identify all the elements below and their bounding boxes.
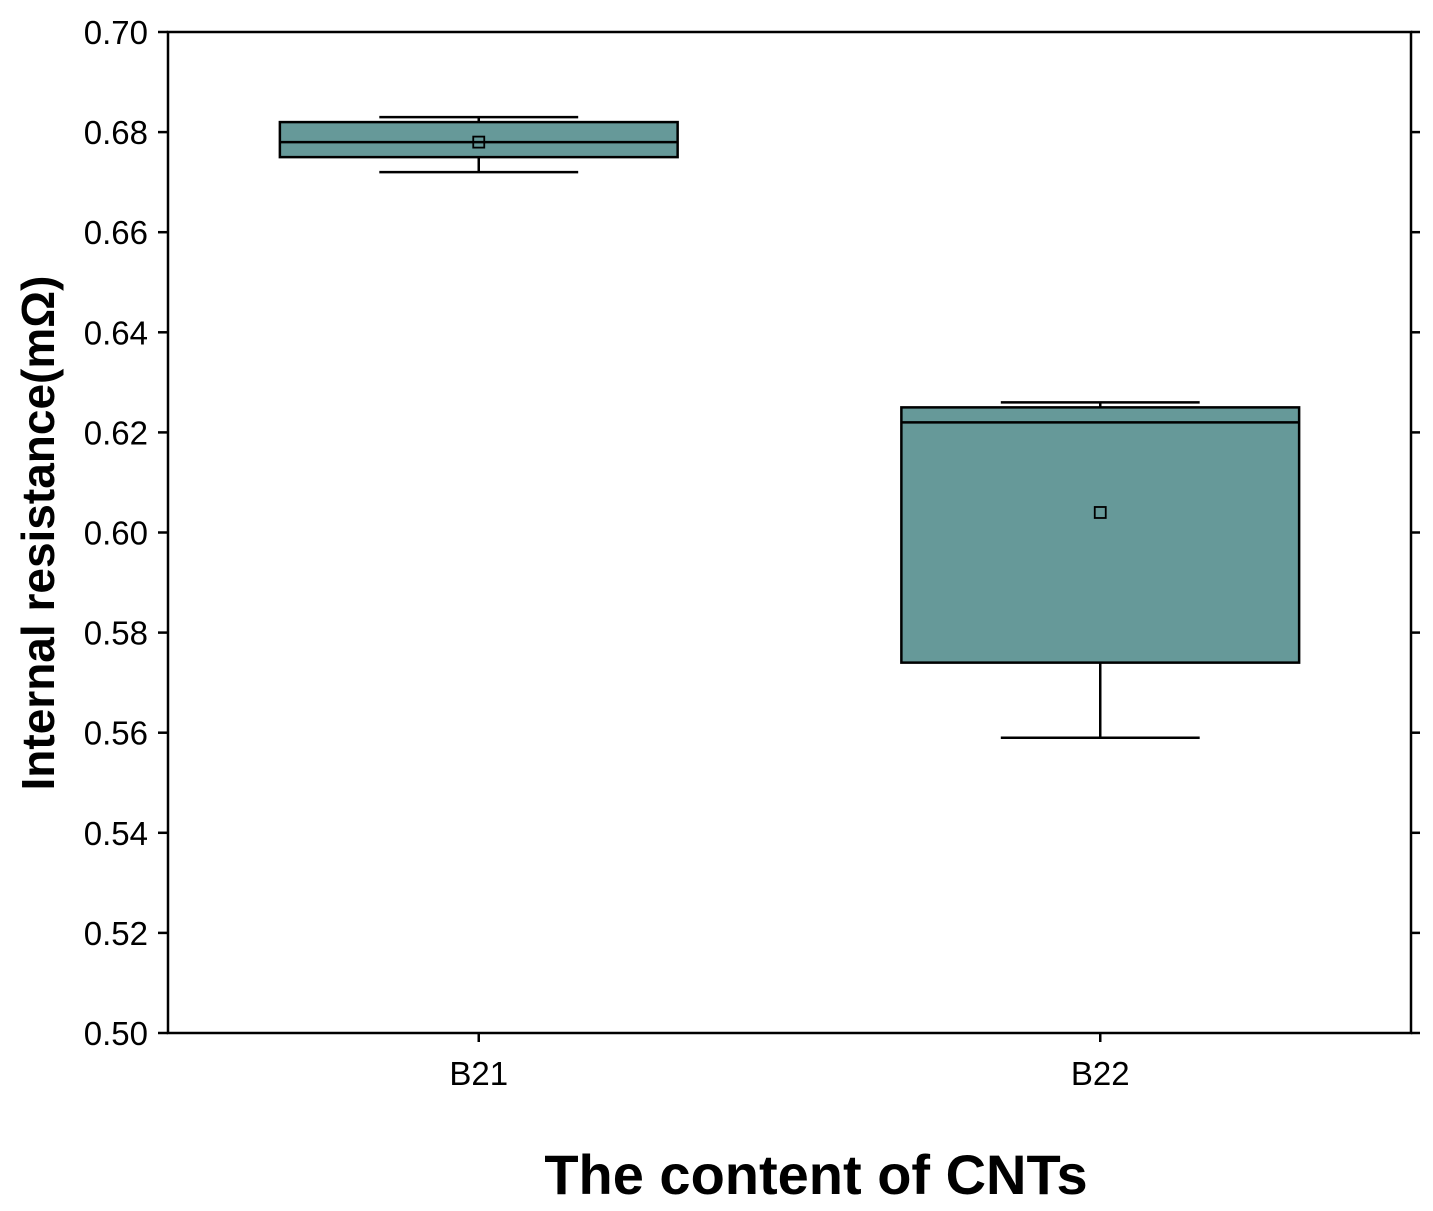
y-tick-label: 0.50	[84, 1015, 148, 1052]
box-series	[278, 115, 1301, 739]
y-tick-label: 0.64	[84, 314, 148, 351]
mean-marker	[472, 135, 486, 149]
y-tick-label: 0.58	[84, 615, 148, 652]
y-axis-ticks: 0.50 0.52 0.54 0.56 0.58 0.60 0.62 0.64 0.66 0.68…	[84, 14, 1420, 1052]
plot-area-frame	[166, 30, 1413, 1035]
box-b21	[278, 115, 679, 174]
x-axis-title: The content of CNTs	[544, 1143, 1087, 1206]
y-tick-label: 0.68	[84, 114, 148, 151]
y-tick-label: 0.52	[84, 915, 148, 952]
y-tick-label: 0.60	[84, 515, 148, 552]
iqr-box	[900, 406, 1301, 664]
y-tick-label: 0.56	[84, 715, 148, 752]
y-tick-label: 0.62	[84, 414, 148, 451]
iqr-box	[278, 120, 679, 159]
y-tick-label: 0.54	[84, 815, 148, 852]
x-axis-tick-labels: B21 B22	[449, 1033, 1130, 1092]
x-tick-label: B22	[1071, 1055, 1130, 1092]
box-b22	[900, 401, 1301, 739]
x-tick-label: B21	[449, 1055, 508, 1092]
y-tick-label: 0.70	[84, 14, 148, 51]
y-tick-label: 0.66	[84, 214, 148, 251]
y-axis-title: Internal resistance(mΩ)	[12, 276, 64, 791]
mean-marker	[1093, 506, 1107, 519]
